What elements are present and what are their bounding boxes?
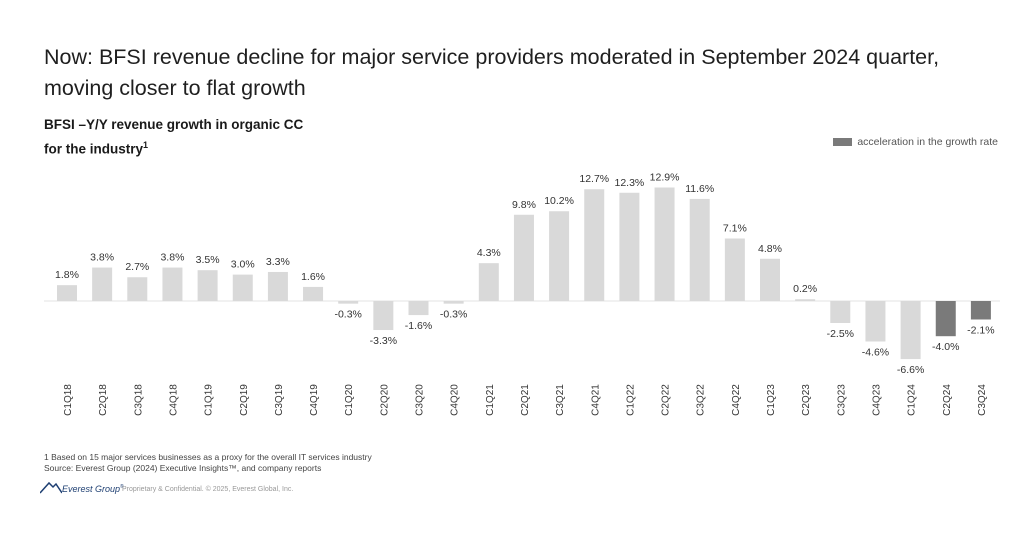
data-label-c3q18: 2.7% [125,261,149,273]
tick-label-c4q20: C4Q20 [450,384,461,416]
logo-text: Everest Group® [62,484,124,494]
bar-c4q19 [303,286,324,301]
tick-label-c2q20: C2Q20 [379,384,390,416]
tick-label-c4q23: C4Q23 [871,384,882,416]
bar-c1q23 [760,258,780,301]
tick-label-c2q24: C2Q24 [942,384,953,416]
everest-group-logo: Everest Group® [40,480,124,494]
data-label-c2q21: 9.8% [512,199,536,211]
tick-label-c2q19: C2Q19 [239,384,250,416]
bar-c4q22 [724,238,745,301]
bar-c2q21 [513,214,534,301]
tick-label-c2q18: C2Q18 [98,384,109,416]
tick-label-c1q20: C1Q20 [344,384,355,416]
tick-label-c1q23: C1Q23 [766,384,777,416]
data-label-c1q19: 3.5% [196,254,220,266]
data-label-c1q21: 4.3% [477,247,501,259]
tick-label-c2q23: C2Q23 [801,384,812,416]
data-label-c4q21: 12.7% [579,173,609,185]
data-label-c2q19: 3.0% [231,259,255,271]
tick-label-c4q22: C4Q22 [731,384,742,416]
tick-label-c3q24: C3Q24 [977,384,988,416]
bar-c4q21 [584,189,605,301]
data-label-c2q20: -3.3% [370,335,397,347]
tick-label-c4q21: C4Q21 [590,384,601,416]
tick-label-c3q23: C3Q23 [836,384,847,416]
bar-c4q18 [162,267,183,301]
data-label-c4q18: 3.8% [160,252,184,264]
tick-label-c3q22: C3Q22 [696,384,707,416]
bar-c3q24 [970,301,991,320]
bar-c1q22 [619,192,640,301]
bar-c1q24 [900,301,921,360]
data-label-c1q18: 1.8% [55,269,79,281]
bar-c2q22 [654,187,675,301]
bar-c3q22 [689,198,710,301]
slide-title: Now: BFSI revenue decline for major serv… [44,45,940,100]
mountain-logo-icon [40,481,62,494]
data-label-c3q22: 11.6% [685,183,714,195]
bar-c2q24 [935,301,956,337]
tick-label-c4q19: C4Q19 [309,384,320,416]
tick-label-c3q20: C3Q20 [415,384,426,416]
data-label-c1q24: -6.6% [897,364,924,376]
footnotes: 1 Based on 15 major services businesses … [44,452,372,474]
data-label-c2q24: -4.0% [932,341,959,353]
bar-chart: 1.8% C1Q18 3.8% C2Q18 2.7% C3Q18 3.8% C4Q18 3.5%… [44,171,1000,416]
data-label-c1q23: 4.8% [758,243,782,255]
bar-c2q19 [232,274,253,301]
bar-c2q23 [795,299,816,301]
tick-label-c1q22: C1Q22 [625,384,636,416]
tick-label-c2q22: C2Q22 [661,384,672,416]
chart-legend: acceleration in the growth rate [833,136,998,148]
footnote-basis: 1 Based on 15 major services businesses … [44,452,372,462]
tick-label-c3q21: C3Q21 [555,384,566,416]
bar-c1q21 [478,263,499,301]
footnote-marker: 1 [143,140,149,150]
data-label-c4q23: -4.6% [862,346,889,358]
data-label-c2q23: 0.2% [793,283,817,295]
tick-label-c3q18: C3Q18 [133,384,144,416]
data-label-c3q20: -1.6% [405,320,432,332]
bar-c2q20 [373,301,394,331]
data-label-c3q23: -2.5% [827,328,854,340]
chart-subtitle-text: BFSI –Y/Y revenue growth in organic CC f… [44,117,304,157]
bar-c1q20 [338,301,359,304]
data-label-c2q18: 3.8% [90,252,114,264]
tick-label-c2q21: C2Q21 [520,384,531,416]
bar-c1q19 [197,270,218,301]
bar-c3q20 [408,301,429,316]
bar-c1q18 [57,285,77,301]
tick-label-c1q18: C1Q18 [63,384,74,416]
data-label-c1q20: -0.3% [334,309,361,321]
bar-c3q21 [549,211,570,301]
chart-subtitle: BFSI –Y/Y revenue growth in organic CC f… [44,114,304,160]
tick-label-c1q21: C1Q21 [485,384,496,416]
legend-swatch [833,138,853,146]
confidential-notice: Proprietary & Confidential. © 2025, Ever… [122,486,294,493]
footnote-source: Source: Everest Group (2024) Executive I… [44,463,322,473]
bar-c3q18 [127,277,148,301]
tick-label-c1q19: C1Q19 [204,384,215,416]
tick-label-c1q24: C1Q24 [907,384,918,416]
tick-label-c3q19: C3Q19 [274,384,285,416]
bar-c3q19 [267,271,288,301]
data-label-c1q22: 12.3% [615,177,645,189]
data-label-c4q19: 1.6% [301,271,325,283]
legend-label: acceleration in the growth rate [857,136,998,148]
bar-c4q20 [443,301,464,304]
tick-label-c4q18: C4Q18 [168,384,179,416]
bar-c4q23 [865,301,886,342]
data-label-c4q20: -0.3% [440,309,467,321]
bar-c2q18 [92,267,113,301]
data-label-c2q22: 12.9% [650,171,680,183]
data-label-c4q22: 7.1% [723,223,747,235]
data-label-c3q24: -2.1% [967,324,994,336]
data-label-c3q21: 10.2% [544,195,574,207]
data-label-c3q19: 3.3% [266,256,290,268]
bar-c3q23 [830,301,851,323]
